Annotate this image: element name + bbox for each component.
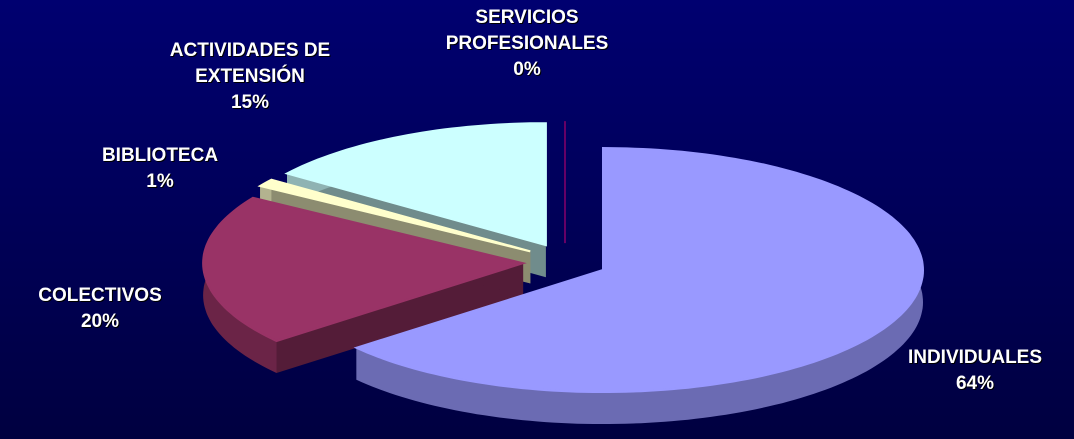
slice-wall — [356, 148, 923, 424]
slice-label: BIBLIOTECA 1% — [60, 143, 260, 195]
value-label: 64% — [955, 373, 995, 394]
slice-top — [257, 178, 531, 253]
category-label: BIBLIOTECA — [101, 145, 219, 166]
slice-label: INDIVIDUALES 64% — [875, 345, 1074, 397]
category-label: COLECTIVOS — [38, 285, 162, 306]
value-label: 0% — [513, 59, 541, 80]
value-label: 15% — [230, 92, 270, 113]
value-label: 1% — [146, 171, 174, 192]
slice-top — [353, 146, 925, 393]
slice-label: SERVICIOS PROFESIONALES 0% — [442, 5, 612, 83]
slice-side — [276, 263, 524, 373]
slice-label: ACTIVIDADES DE EXTENSIÓN 15% — [135, 38, 365, 116]
value-label: 20% — [80, 311, 120, 332]
category-label: ACTIVIDADES DE EXTENSIÓN — [169, 40, 331, 87]
slice-top — [202, 196, 527, 343]
category-label: SERVICIOS PROFESIONALES — [445, 7, 609, 54]
slice-top — [284, 122, 547, 247]
slice — [202, 196, 527, 373]
slice-label: COLECTIVOS 20% — [0, 283, 200, 335]
category-label: INDIVIDUALES — [907, 347, 1043, 368]
slice — [353, 146, 925, 424]
